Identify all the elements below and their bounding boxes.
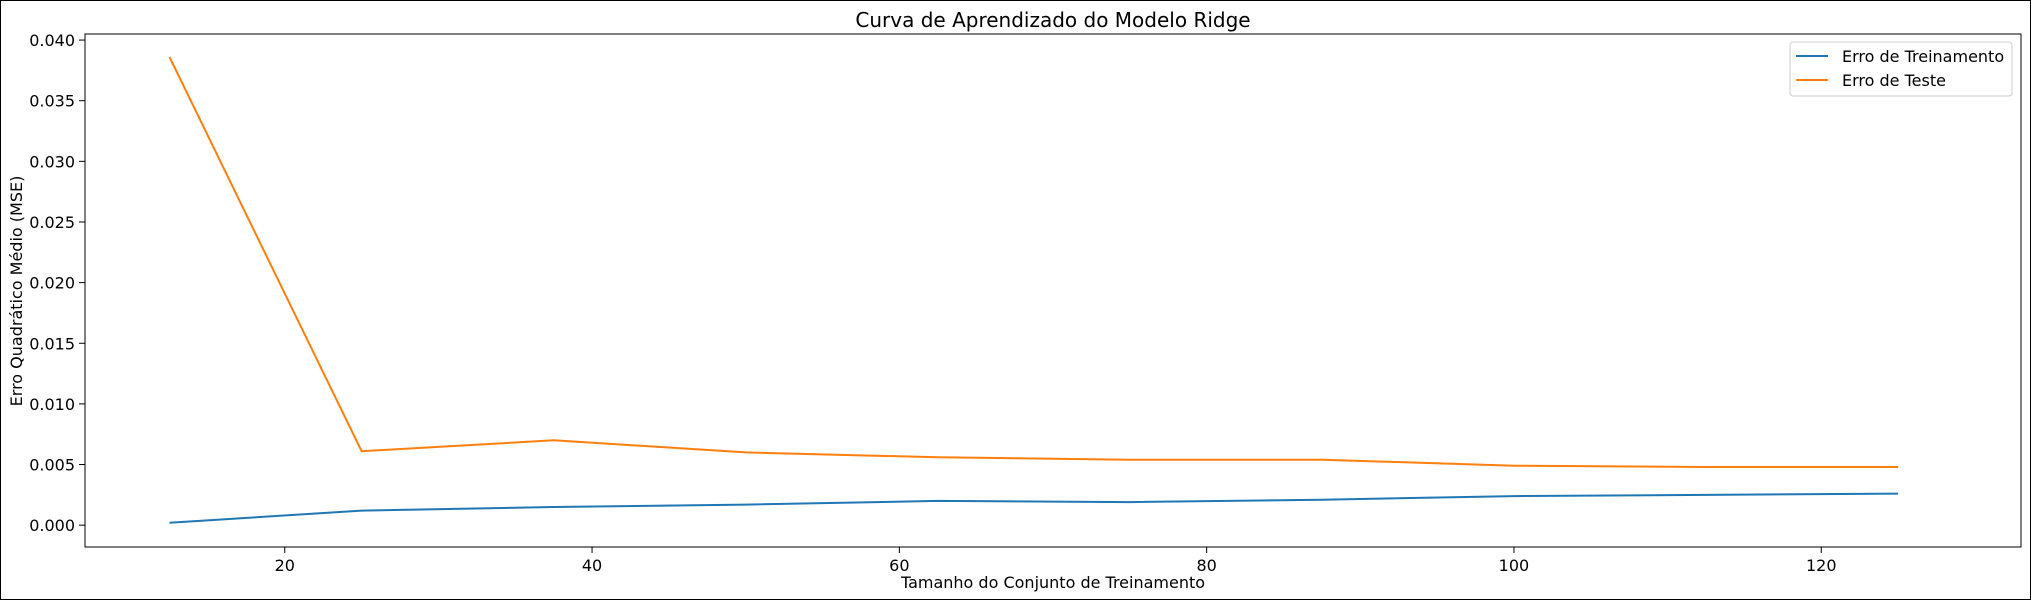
series-lines [168,56,1899,524]
y-tick-label: 0.005 [29,456,75,475]
y-tick-label: 0.040 [29,31,75,50]
series-line-training-error [169,492,1899,524]
y-tick-label: 0.000 [29,516,75,535]
legend-box [1789,41,2013,97]
x-tick-label: 20 [275,556,295,575]
x-tick-label: 80 [1196,556,1216,575]
x-tick-label: 100 [1499,556,1530,575]
y-tick-label: 0.030 [29,152,75,171]
plot-area [84,33,2022,548]
y-tick-label: 0.035 [29,92,75,111]
chart-title: Curva de Aprendizado do Modelo Ridge [855,8,1250,32]
y-axis-label: Erro Quadrático Médio (MSE) [7,176,26,407]
x-axis: 20 40 60 80 100 120 [275,547,1837,575]
legend: Erro de Treinamento Erro de Teste [1789,41,2013,97]
x-axis-label: Tamanho do Conjunto de Treinamento [900,573,1205,592]
legend-label-training: Erro de Treinamento [1842,47,2004,66]
legend-label-test: Erro de Teste [1842,71,1946,90]
x-tick-label: 40 [582,556,602,575]
y-tick-label: 0.010 [29,395,75,414]
y-tick-label: 0.020 [29,274,75,293]
y-tick-label: 0.015 [29,334,75,353]
y-axis: 0.000 0.005 0.010 0.015 0.020 0.025 0.030 0.035… [29,31,85,535]
y-tick-label: 0.025 [29,213,75,232]
x-tick-label: 120 [1806,556,1837,575]
series-line-test-error [168,56,1899,468]
x-tick-label: 60 [889,556,909,575]
